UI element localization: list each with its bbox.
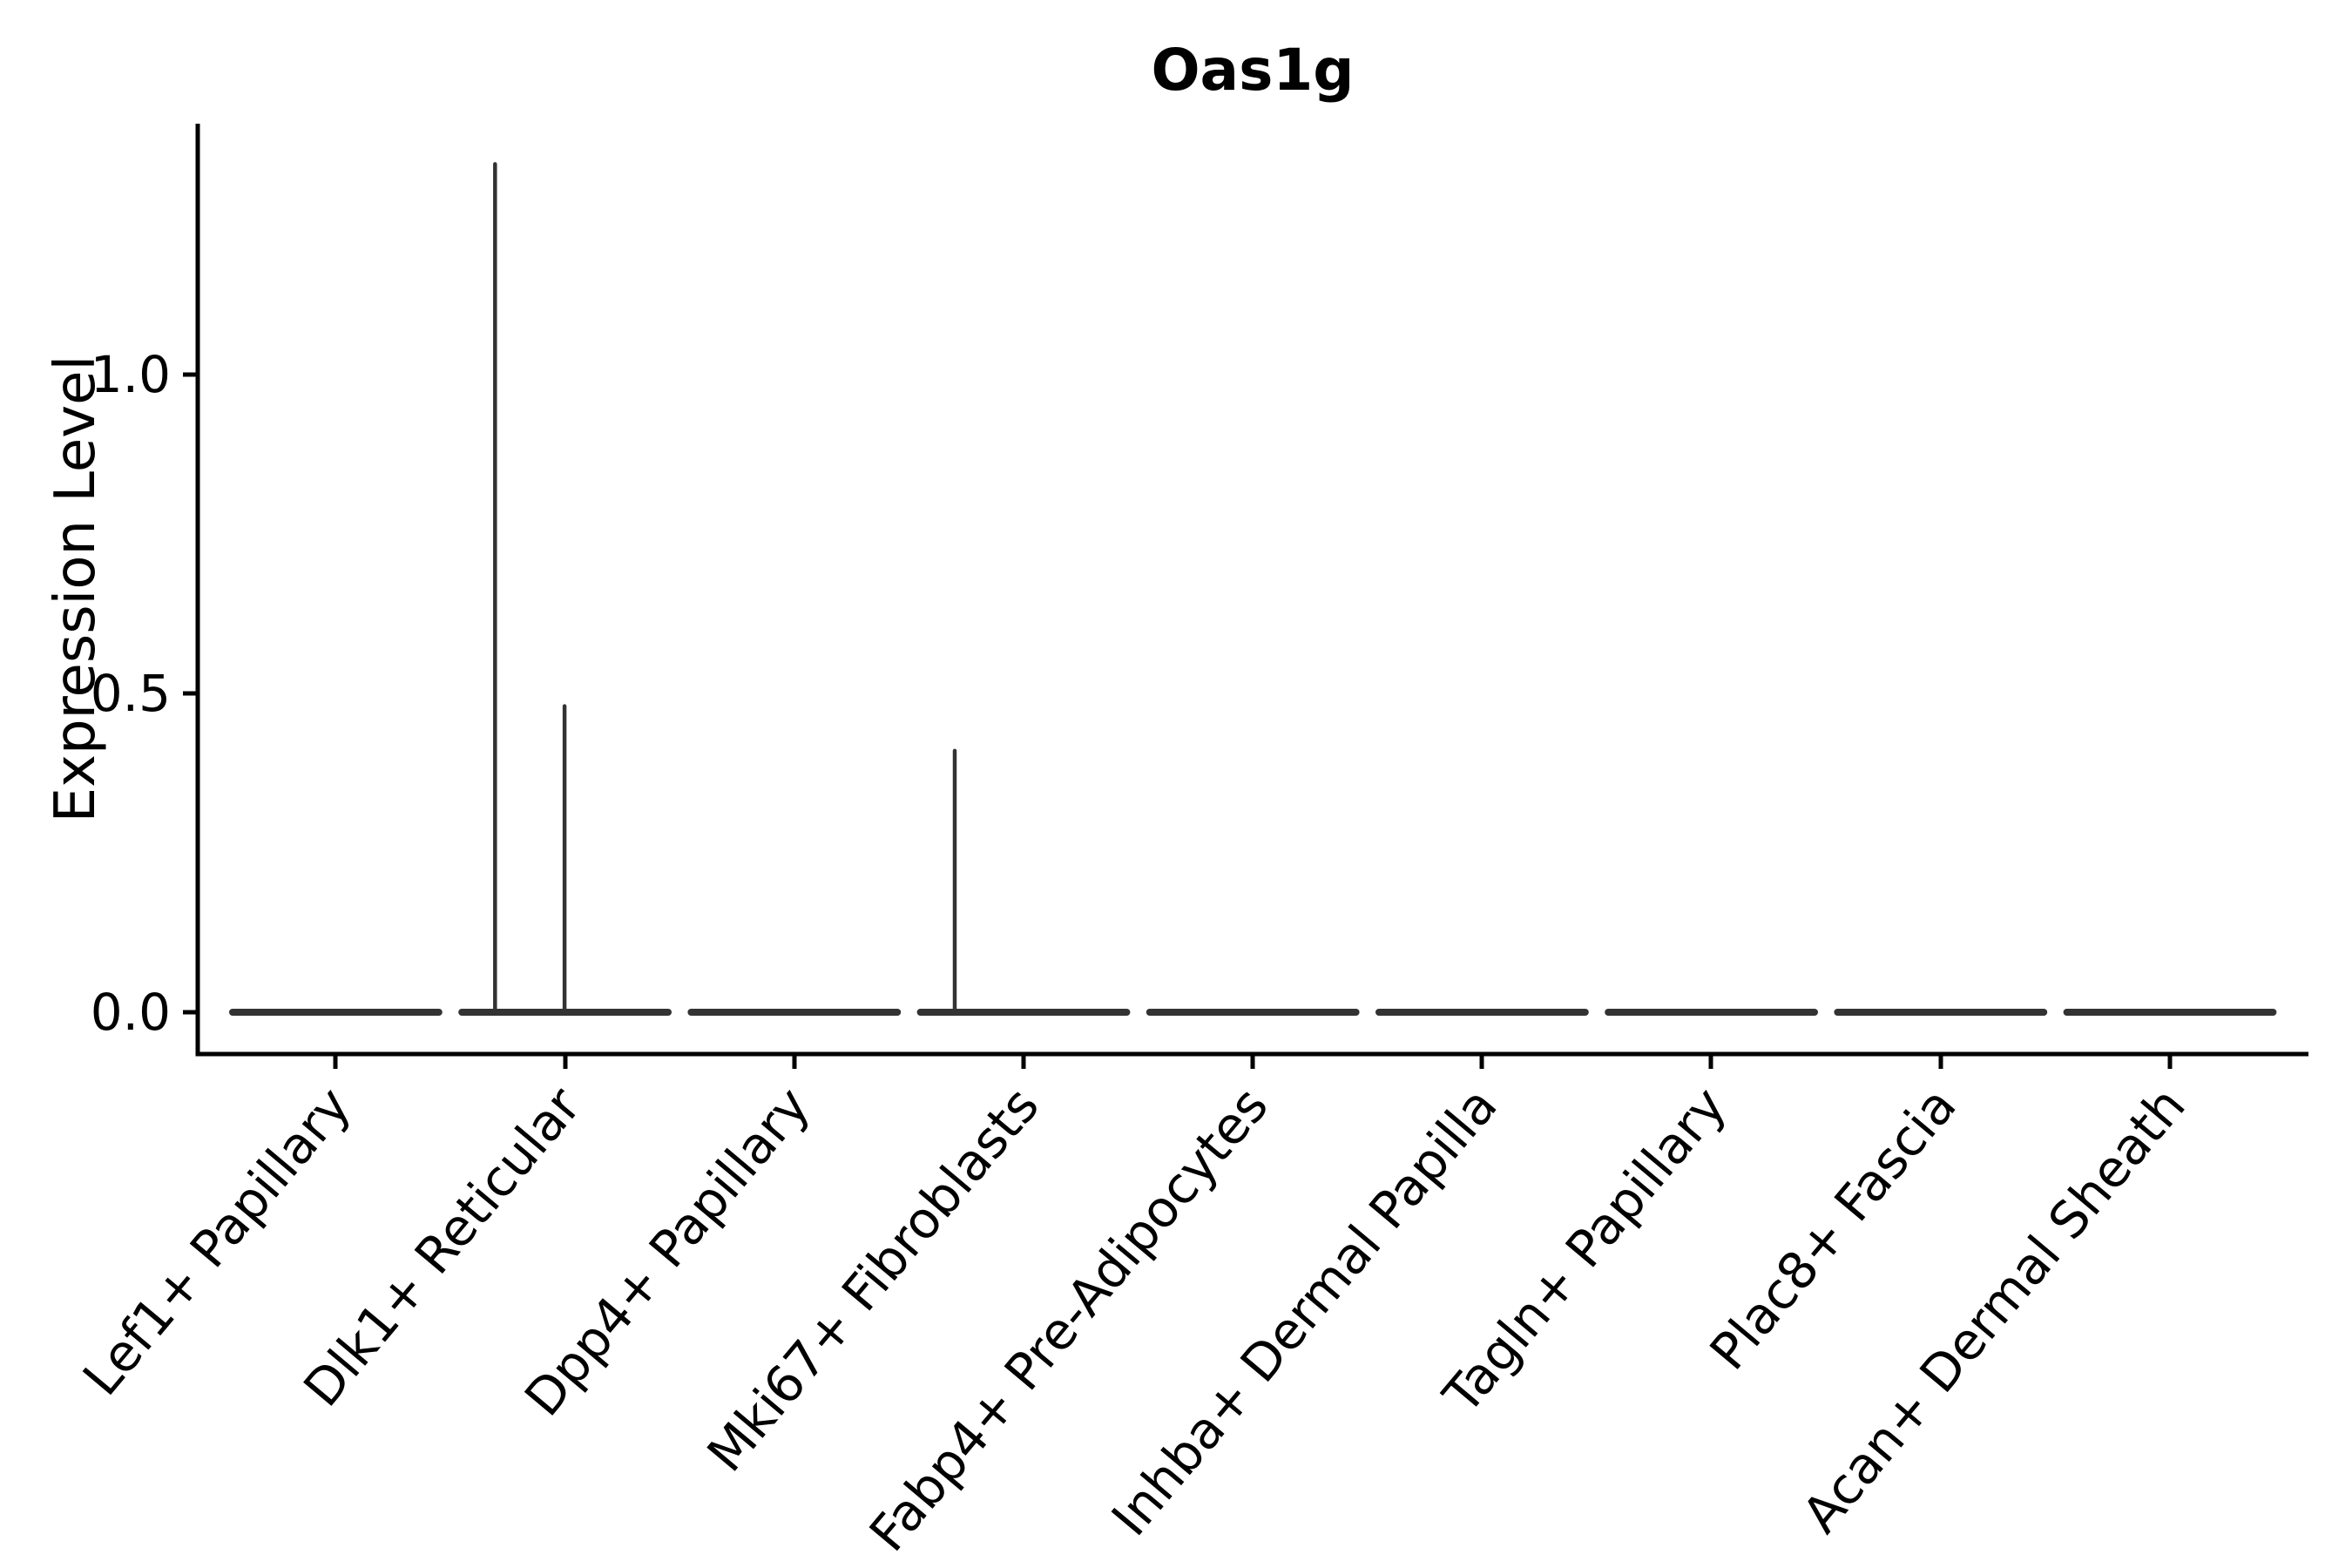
axis-spines [195, 124, 2308, 1057]
x-tick-label: Fabp4+ Pre-Adipocytes [858, 1076, 1280, 1562]
chart-title: Oas1g [1151, 37, 1354, 104]
x-tick-label: Acan+ Dermal Sheath [1791, 1076, 2197, 1544]
violins-group [229, 162, 2277, 1016]
x-tick-marks [333, 1054, 2173, 1069]
x-tick-label: Plac8+ Fascia [1699, 1076, 1968, 1381]
x-tick-label: Inhba+ Dermal Papilla [1100, 1076, 1509, 1546]
y-tick-marks [183, 372, 198, 1015]
x-tick-labels: Lef1+ Papillary Dlk1+ Reticular Dpp4+ Pa… [71, 1076, 2197, 1562]
y-tick-label: 0.5 [91, 664, 171, 723]
y-tick-label: 1.0 [91, 345, 171, 404]
y-tick-label: 0.0 [91, 983, 171, 1042]
y-axis-label: Expression Level [44, 355, 108, 823]
y-tick-labels: 0.0 0.5 1.0 [91, 345, 171, 1042]
